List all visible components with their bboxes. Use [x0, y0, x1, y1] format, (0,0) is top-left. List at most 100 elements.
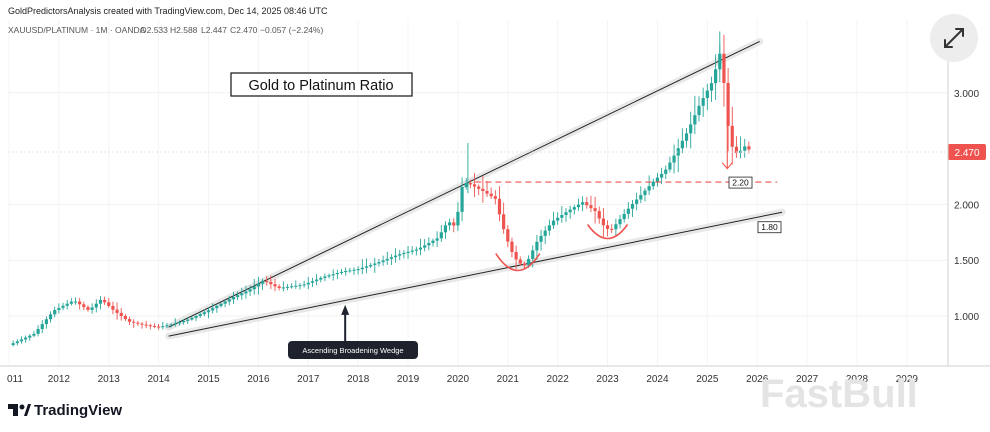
candle-body: [435, 238, 439, 241]
trendline-lower: [168, 211, 783, 337]
candle-body: [144, 324, 148, 326]
candle-body: [57, 307, 61, 311]
candle-body: [40, 324, 44, 329]
candle-body: [410, 250, 414, 252]
candle-body: [15, 341, 19, 344]
candle-body: [448, 222, 452, 226]
last-price-label: 2.470: [954, 148, 979, 159]
candle-body: [314, 279, 319, 282]
candle-body: [24, 337, 28, 340]
candle-body: [659, 173, 664, 178]
candle-body: [339, 271, 344, 273]
candle-body: [327, 275, 331, 277]
candle-body: [219, 303, 223, 306]
ohlc-low: L2.447: [201, 25, 227, 35]
candle-body: [285, 286, 290, 288]
candle-body: [443, 225, 448, 233]
candle-body: [551, 220, 556, 226]
candle-body: [622, 213, 626, 220]
candle-body: [78, 301, 82, 305]
x-tick-label: 2015: [197, 374, 220, 385]
candle-body: [697, 105, 701, 116]
candle-body: [460, 187, 464, 212]
candle-body: [302, 284, 306, 286]
candle-body: [406, 251, 410, 253]
candle-body: [393, 255, 398, 258]
x-tick-label: 011: [7, 374, 23, 385]
x-tick-label: 2022: [547, 374, 570, 385]
candle-body: [485, 191, 489, 194]
candles: [11, 31, 751, 347]
candle-body: [626, 208, 630, 214]
candle-body: [373, 263, 377, 265]
candle-body: [115, 309, 119, 313]
candle-body: [726, 82, 730, 126]
candle-body: [605, 225, 610, 229]
candle-body: [127, 319, 132, 322]
x-tick-label: 2019: [397, 374, 420, 385]
candle-body: [610, 228, 614, 230]
callout-arrow: [341, 304, 350, 315]
x-tick-label: 2025: [696, 374, 719, 385]
candle-body: [452, 222, 456, 226]
candle-body: [589, 205, 593, 209]
candle-body: [526, 258, 531, 266]
candle-body: [730, 125, 734, 147]
candle-body: [298, 285, 302, 287]
candle-body: [381, 260, 385, 263]
candle-body: [539, 235, 543, 242]
candle-body: [352, 269, 356, 271]
candle-body: [506, 229, 510, 242]
cup-arc-2021: [495, 253, 541, 272]
level-label-1.80: 1.80: [761, 222, 778, 232]
y-tick-label: 1.000: [954, 312, 979, 323]
expand-arrows-icon: [944, 28, 964, 48]
candle-body: [152, 325, 157, 327]
candle-body: [123, 315, 127, 320]
candle-body: [140, 323, 144, 325]
candle-body: [161, 326, 165, 328]
candle-body: [389, 257, 394, 259]
level-label-2.20: 2.20: [732, 178, 749, 188]
candle-body: [323, 276, 327, 278]
candle-body: [568, 209, 572, 213]
candle-body: [701, 98, 705, 106]
candle-body: [107, 302, 111, 306]
candle-body: [693, 115, 697, 125]
logo-text: TradingView: [34, 402, 122, 419]
candle-body: [98, 300, 103, 304]
candle-body: [265, 280, 269, 283]
candle-body: [119, 312, 123, 316]
y-tick-label: 2.000: [954, 200, 979, 211]
candle-body: [497, 198, 502, 215]
x-tick-label: 2012: [48, 374, 71, 385]
candle-body: [82, 304, 86, 308]
candle-body: [103, 300, 107, 303]
candle-body: [19, 339, 24, 342]
candle-body: [344, 270, 348, 272]
candle-body: [310, 281, 315, 283]
chart-grid: [8, 20, 948, 366]
candle-body: [510, 241, 514, 253]
x-tick-label: 2028: [846, 374, 869, 385]
candle-body: [36, 328, 40, 334]
x-tick-label: 2016: [247, 374, 270, 385]
candle-body: [194, 316, 198, 318]
candle-body: [94, 303, 98, 308]
expand-button[interactable]: [930, 14, 978, 62]
candle-body: [44, 319, 49, 325]
candle-body: [90, 307, 94, 310]
candle-body: [248, 289, 252, 292]
y-tick-label: 3.000: [954, 89, 979, 100]
tradingview-logo: TradingView: [8, 402, 122, 419]
pattern-marks: 2.20 1.80 2.470 Ascending Broadening Wedge: [8, 87, 986, 359]
candle-body: [53, 310, 57, 315]
candle-body: [240, 293, 244, 296]
candle-body: [364, 266, 369, 268]
candle-body: [689, 124, 693, 134]
x-tick-label: 2017: [297, 374, 320, 385]
candle-body: [165, 325, 169, 327]
x-tick-label: 2018: [347, 374, 370, 385]
candle-body: [173, 323, 177, 325]
